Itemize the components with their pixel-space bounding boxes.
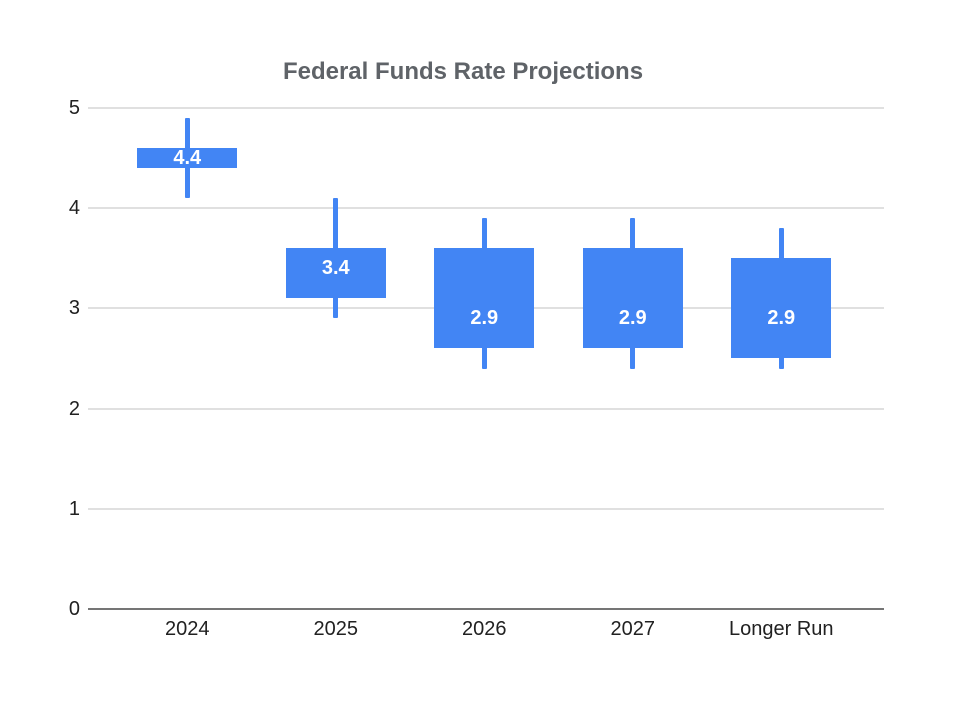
median-label: 2.9	[767, 307, 796, 330]
candlestick-2026[interactable]: 2.9	[434, 218, 535, 369]
y-axis-tick-label: 1	[68, 497, 80, 520]
y-axis-tick-label: 0	[68, 598, 80, 620]
median-label: 2.9	[618, 307, 647, 330]
x-axis-line	[88, 608, 884, 610]
x-axis-category-label: 2026	[462, 618, 507, 640]
central-tendency-box	[137, 148, 238, 169]
candlestick-2027[interactable]: 2.9	[582, 218, 683, 369]
central-tendency-box	[731, 258, 832, 359]
x-axis-category-label: 2024	[165, 618, 210, 640]
central-tendency-box	[285, 248, 386, 299]
gridline	[88, 407, 884, 410]
y-axis-tick-label: 3	[68, 297, 80, 320]
gridline	[88, 507, 884, 510]
candlestick-2025[interactable]: 3.4	[285, 198, 386, 319]
median-label: 2.9	[470, 307, 499, 330]
candlestick-2024[interactable]: 4.4	[137, 118, 238, 199]
median-label: 4.4	[173, 147, 202, 170]
y-axis-tick-label: 2	[68, 397, 80, 420]
x-axis-category-label: 2025	[313, 618, 359, 640]
gridline	[88, 107, 884, 109]
central-tendency-box	[582, 248, 683, 349]
y-axis-tick-label: 4	[68, 197, 80, 220]
central-tendency-box	[434, 248, 535, 349]
gridline	[88, 207, 884, 210]
y-axis-tick-label: 5	[68, 97, 80, 119]
median-label: 3.4	[321, 257, 350, 280]
chart-title: Federal Funds Rate Projections	[282, 58, 644, 85]
x-axis-category-label: Longer Run	[728, 618, 834, 640]
candlestick-longer-run[interactable]: 2.9	[731, 228, 832, 369]
x-axis-category-label: 2027	[610, 618, 656, 640]
